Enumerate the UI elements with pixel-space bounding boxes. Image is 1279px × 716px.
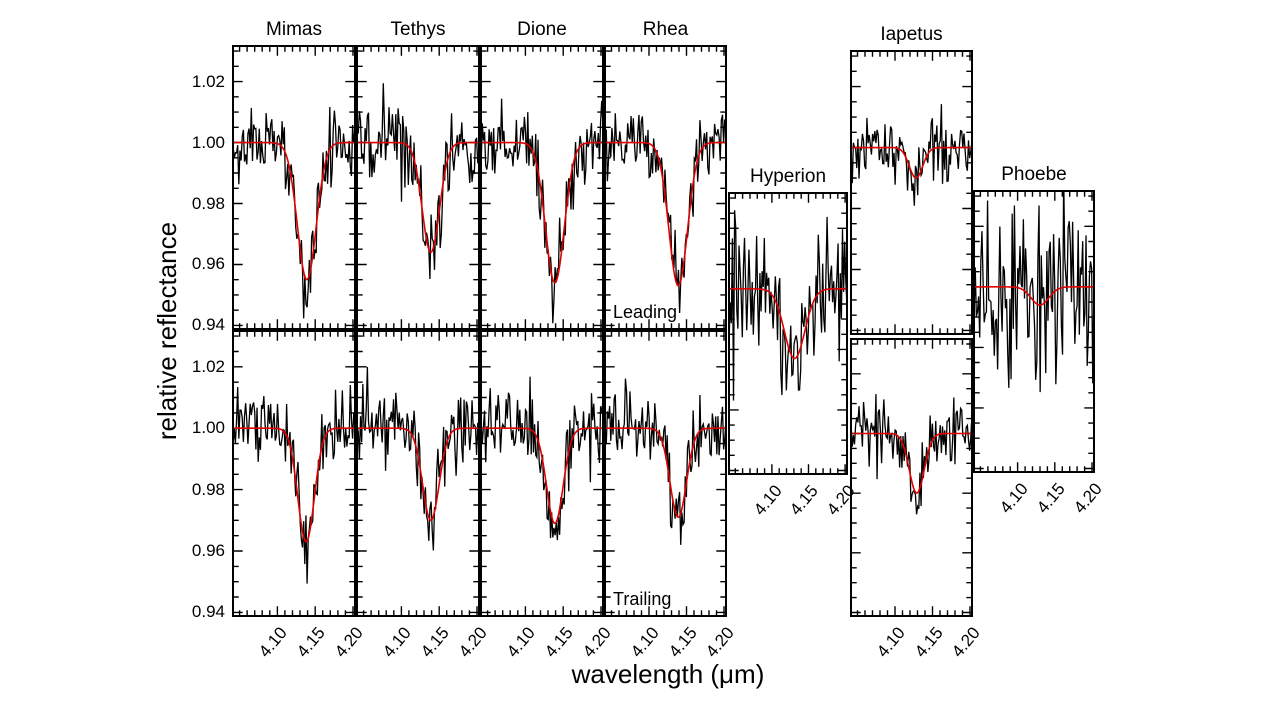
panel-title-iapetus-leading: Iapetus [880,24,943,45]
axis-ticks [729,193,847,474]
axis-ticks [481,331,603,616]
panel-mimas-leading [232,45,356,330]
axis-ticks [605,331,726,616]
panel-border [604,45,727,330]
spectrum-line-mimas-leading [234,106,354,319]
panel-title-phoebe: Phoebe [1001,164,1067,185]
y-tick-label: 0.96 [191,254,225,274]
y-tick-label: 0.94 [191,315,225,335]
fit-line-rhea-leading [606,141,725,287]
panel-tethys-leading [356,45,480,330]
y-tick-label: 1.02 [191,356,225,376]
y-tick-label: 0.98 [191,193,225,213]
hemisphere-label-trailing: Trailing [613,589,672,609]
y-tick-label: 0.96 [191,541,225,560]
panel-border [232,45,356,330]
panel-border [728,192,848,475]
spectrum-line-phoebe [975,192,1093,393]
panel-phoebe [973,190,1095,473]
panel-title-rhea-leading: Rhea [642,19,689,40]
y-tick-label: 0.98 [191,479,225,499]
fit-line-iapetus-trailing [852,432,971,495]
panel-rhea-leading [604,45,727,330]
y-tick-label: 0.94 [191,602,225,622]
axis-ticks [481,46,603,329]
y-tick-label: 1.00 [191,418,225,438]
panel-border [850,338,973,617]
spectrum-line-rhea-trailing [606,378,725,545]
panel-mimas-trailing [232,330,356,617]
panel-iapetus-trailing [850,338,973,617]
fit-line-mimas-trailing [234,427,354,543]
panel-border [480,330,604,617]
fit-line-dione-leading [482,141,602,284]
panel-border [356,45,480,330]
panel-border [356,330,480,617]
panel-border [604,330,727,617]
x-axis-title: wavelength (μm) [571,659,765,689]
panel-title-dione-leading: Dione [517,19,567,40]
panel-border [973,190,1095,473]
axis-ticks [357,46,479,329]
fit-line-mimas-leading [234,141,354,281]
panel-tethys-trailing [356,330,480,617]
panel-title-tethys-leading: Tethys [390,19,446,40]
spectrum-line-rhea-leading [606,113,725,314]
panel-title-mimas-leading: Mimas [266,19,322,40]
spectrum-line-dione-leading [482,98,602,324]
panel-dione-leading [480,45,604,330]
panel-border [850,50,973,335]
panel-dione-trailing [480,330,604,617]
axis-ticks [233,331,355,616]
panel-rhea-trailing [604,330,727,617]
hemisphere-label-leading: Leading [613,302,678,322]
fit-line-rhea-trailing [606,427,725,518]
axis-ticks [851,51,972,334]
axis-ticks [974,191,1094,472]
spectrum-line-iapetus-leading [852,104,971,206]
spectrum-line-mimas-trailing [234,385,354,584]
fit-line-phoebe [975,286,1093,306]
spectrum-line-hyperion [730,210,846,401]
fit-line-iapetus-leading [852,146,971,179]
fit-line-tethys-leading [358,141,478,253]
spectrum-line-iapetus-trailing [852,394,971,515]
panel-iapetus-leading [850,50,973,335]
y-tick-label: 1.00 [191,132,225,152]
axis-ticks [233,46,355,329]
axis-ticks [851,339,972,616]
fit-line-dione-trailing [482,427,602,525]
panel-hyperion [728,192,848,475]
panel-border [480,45,604,330]
panel-title-hyperion: Hyperion [749,166,827,187]
y-tick-label: 1.02 [191,71,225,91]
fit-line-hyperion [730,288,846,360]
fit-line-tethys-trailing [358,427,478,522]
panel-border [232,330,356,617]
